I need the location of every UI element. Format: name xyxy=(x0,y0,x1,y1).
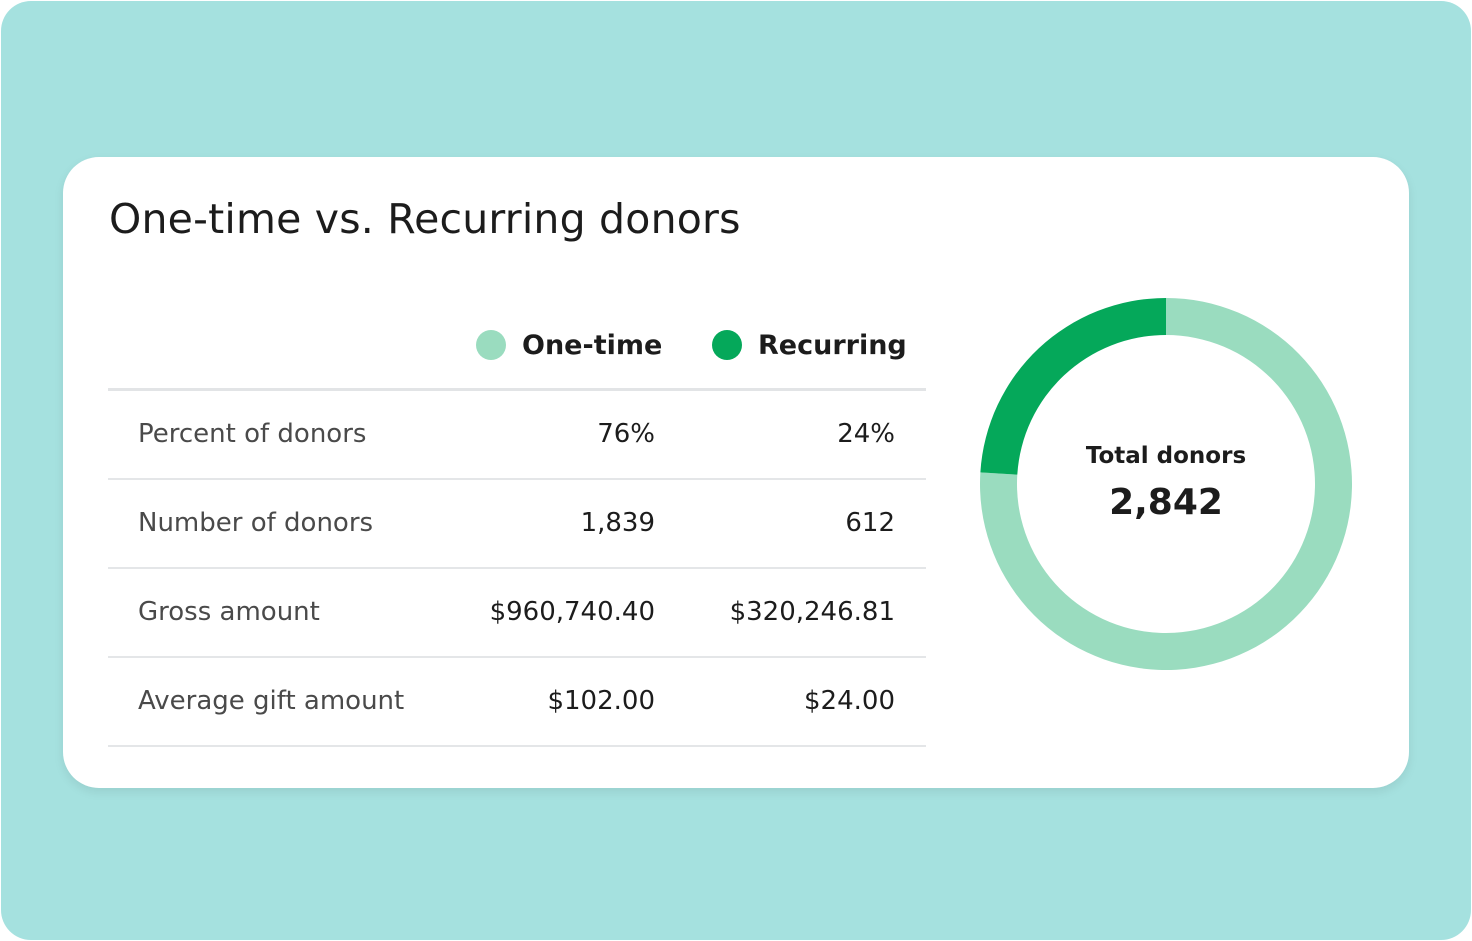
recurring-swatch-icon xyxy=(712,330,742,360)
recurring-value: 612 xyxy=(845,508,895,538)
legend-label-recurring: Recurring xyxy=(758,329,907,361)
one-time-value: $960,740.40 xyxy=(489,597,655,627)
legend-item-recurring: Recurring xyxy=(712,327,907,363)
table-row-number: Number of donors 1,839 612 xyxy=(108,480,926,569)
donor-comparison-card: One-time vs. Recurring donors One-time R… xyxy=(63,157,1409,788)
table-row-gross: Gross amount $960,740.40 $320,246.81 xyxy=(108,569,926,658)
row-label: Gross amount xyxy=(138,597,320,627)
row-label: Percent of donors xyxy=(138,419,367,449)
one-time-value: 76% xyxy=(597,419,655,449)
one-time-value: 1,839 xyxy=(580,508,655,538)
legend-item-one-time: One-time xyxy=(476,327,662,363)
recurring-value: $320,246.81 xyxy=(729,597,895,627)
donut-slice-recurring xyxy=(980,298,1166,475)
donut-chart: Total donors 2,842 xyxy=(980,298,1352,670)
donor-table: One-time Recurring Percent of donors 76%… xyxy=(108,287,926,747)
donut-center-label: Total donors xyxy=(1086,443,1246,469)
table-row-average: Average gift amount $102.00 $24.00 xyxy=(108,658,926,747)
one-time-swatch-icon xyxy=(476,330,506,360)
table-header: One-time Recurring xyxy=(108,287,926,391)
row-label: Average gift amount xyxy=(138,686,405,716)
recurring-value: 24% xyxy=(837,419,895,449)
donut-center-value: 2,842 xyxy=(1109,482,1223,523)
one-time-value: $102.00 xyxy=(547,686,655,716)
table-row-percent: Percent of donors 76% 24% xyxy=(108,391,926,480)
row-label: Number of donors xyxy=(138,508,374,538)
legend-label-one-time: One-time xyxy=(522,329,663,361)
recurring-value: $24.00 xyxy=(804,686,895,716)
card-title: One-time vs. Recurring donors xyxy=(109,195,741,243)
